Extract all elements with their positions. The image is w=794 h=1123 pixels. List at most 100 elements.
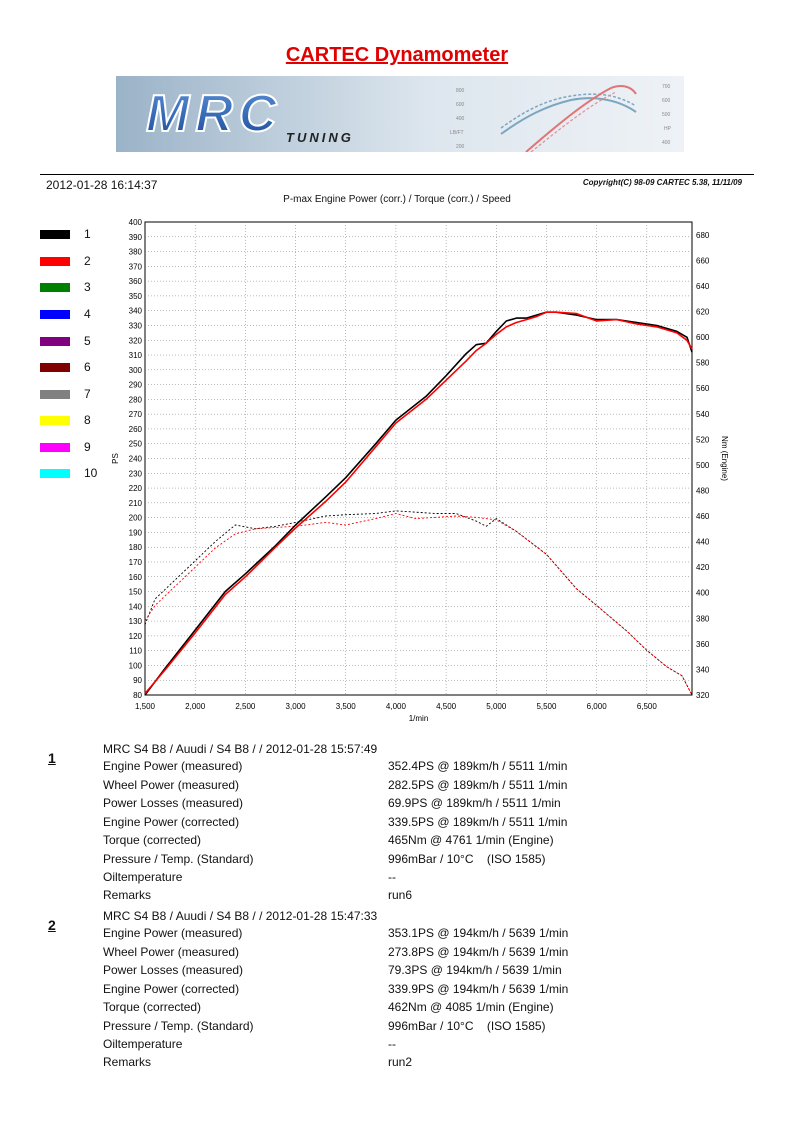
y-tick-label: 370 [129, 262, 143, 271]
y-tick-label: 280 [129, 395, 143, 404]
y-tick-label: 360 [129, 277, 143, 286]
run-row-value: 339.5PS @ 189km/h / 5511 1/min [388, 815, 568, 829]
legend-swatch [40, 283, 70, 292]
y-tick-label: 330 [129, 321, 143, 330]
y2-tick-label: 380 [696, 614, 710, 623]
legend-swatch [40, 257, 70, 266]
document-title: CARTEC Dynamometer [285, 44, 509, 66]
y-tick-label: 190 [129, 528, 143, 537]
header-divider [40, 174, 754, 175]
run-row: Torque (corrected) 462Nm @ 4085 1/min (En… [103, 1000, 723, 1018]
run-row: Power Losses (measured) 79.3PS @ 194km/h … [103, 963, 723, 981]
y-tick-label: 200 [129, 514, 143, 523]
run-row: Engine Power (corrected) 339.5PS @ 189km/… [103, 815, 723, 833]
y2-tick-label: 440 [696, 538, 710, 547]
legend-swatch [40, 363, 70, 372]
run-row: Wheel Power (measured) 273.8PS @ 194km/h … [103, 945, 723, 963]
y-tick-label: 120 [129, 632, 143, 641]
x-tick-label: 5,000 [486, 702, 507, 711]
run-row-value: 79.3PS @ 194km/h / 5639 1/min [388, 963, 562, 977]
y2-tick-label: 660 [696, 256, 710, 265]
mrc-tuning-banner: MRC TUNING 800 600 400 LB/FT 200 700 600… [116, 76, 684, 152]
y-tick-label: 340 [129, 307, 143, 316]
legend-label: 6 [84, 360, 91, 374]
run-row-value: -- [388, 870, 396, 884]
banner-background [116, 76, 684, 152]
y-tick-label: 130 [129, 617, 143, 626]
x-tick-label: 2,500 [235, 702, 256, 711]
mrc-logo: MRC TUNING [145, 84, 351, 145]
x-tick-label: 4,000 [386, 702, 407, 711]
y2-axis-label: Nm (Engine) [720, 436, 729, 481]
y-tick-label: 310 [129, 351, 143, 360]
run-row-label: Engine Power (corrected) [103, 815, 240, 829]
legend-swatch [40, 310, 70, 319]
mini-right-tick: 600 [662, 98, 671, 104]
y-tick-label: 180 [129, 543, 143, 552]
run-header: MRC S4 B8 / Auudi / S4 B8 / / 2012-01-28… [103, 909, 378, 923]
copyright-notice: Copyright(C) 98-09 CARTEC 5.38, 11/11/09 [582, 178, 742, 187]
mini-left-tick: LB/FT [450, 130, 464, 136]
banner-mini-chart: 800 600 400 LB/FT 200 700 600 500 HP 400 [450, 84, 672, 152]
run-row-label: Pressure / Temp. (Standard) [103, 1019, 254, 1033]
run-row: Engine Power (corrected) 339.9PS @ 194km/… [103, 982, 723, 1000]
y2-tick-label: 560 [696, 384, 710, 393]
run-row-label: Torque (corrected) [103, 1000, 202, 1014]
y2-tick-label: 460 [696, 512, 710, 521]
y-tick-label: 390 [129, 233, 143, 242]
x-tick-label: 1,500 [135, 702, 156, 711]
run-row: Oiltemperature -- [103, 1037, 723, 1055]
y-tick-label: 90 [133, 676, 142, 685]
run-row-label: Remarks [103, 888, 152, 902]
run-header: MRC S4 B8 / Auudi / S4 B8 / / 2012-01-28… [103, 742, 378, 756]
report-timestamp: 2012-01-28 16:14:37 [46, 178, 158, 192]
y-tick-label: 250 [129, 440, 143, 449]
legend-label: 1 [84, 227, 91, 241]
y2-tick-label: 540 [696, 410, 710, 419]
run-row: Oiltemperature -- [103, 870, 723, 888]
x-tick-label: 6,500 [637, 702, 658, 711]
run-row-label: Power Losses (measured) [103, 796, 244, 810]
run-row-value: 273.8PS @ 194km/h / 5639 1/min [388, 945, 569, 959]
run-row-value: 996mBar / 10°C (ISO 1585) [388, 852, 546, 866]
run-row-value: run2 [388, 1055, 413, 1069]
x-tick-label: 4,500 [436, 702, 457, 711]
legend-swatch [40, 390, 70, 399]
power-line-run-2 [144, 311, 693, 695]
mini-left-tick: 400 [456, 116, 465, 122]
x-axis-label: 1/min [409, 714, 429, 723]
run-row-label: Torque (corrected) [103, 833, 202, 847]
y-tick-label: 380 [129, 248, 143, 257]
legend-swatch [40, 416, 70, 425]
y-tick-label: 100 [129, 661, 143, 670]
y-tick-label: 80 [133, 691, 142, 700]
y2-tick-label: 680 [696, 231, 710, 240]
y2-tick-label: 580 [696, 359, 710, 368]
legend-label: 9 [84, 440, 91, 454]
y-tick-label: 220 [129, 484, 143, 493]
logo-text: MRC [146, 85, 282, 143]
x-tick-label: 5,500 [536, 702, 557, 711]
y-tick-label: 300 [129, 366, 143, 375]
run-row-value: 996mBar / 10°C (ISO 1585) [388, 1019, 546, 1033]
mini-left-tick: 800 [456, 88, 465, 94]
mini-left-tick: 200 [456, 144, 465, 150]
x-tick-label: 2,000 [185, 702, 206, 711]
run-row: Remarks run6 [103, 888, 723, 906]
mini-right-tick: 700 [662, 84, 671, 90]
run-row: Pressure / Temp. (Standard) 996mBar / 10°… [103, 1019, 723, 1037]
mini-right-tick: 500 [662, 112, 671, 118]
run-row-value: 465Nm @ 4761 1/min (Engine) [388, 833, 554, 847]
legend-label: 2 [84, 254, 91, 268]
run-row: Wheel Power (measured) 282.5PS @ 189km/h … [103, 778, 723, 796]
run-row-value: -- [388, 1037, 396, 1051]
mini-right-tick: 400 [662, 140, 671, 146]
run-row-value: run6 [388, 888, 413, 902]
y2-tick-label: 520 [696, 435, 710, 444]
y2-tick-label: 320 [696, 691, 710, 700]
y2-tick-label: 640 [696, 282, 710, 291]
legend-label: 3 [84, 280, 91, 294]
legend-swatch [40, 469, 70, 478]
y-tick-label: 110 [129, 647, 142, 656]
run-row: Engine Power (measured) 353.1PS @ 194km/h… [103, 926, 723, 944]
